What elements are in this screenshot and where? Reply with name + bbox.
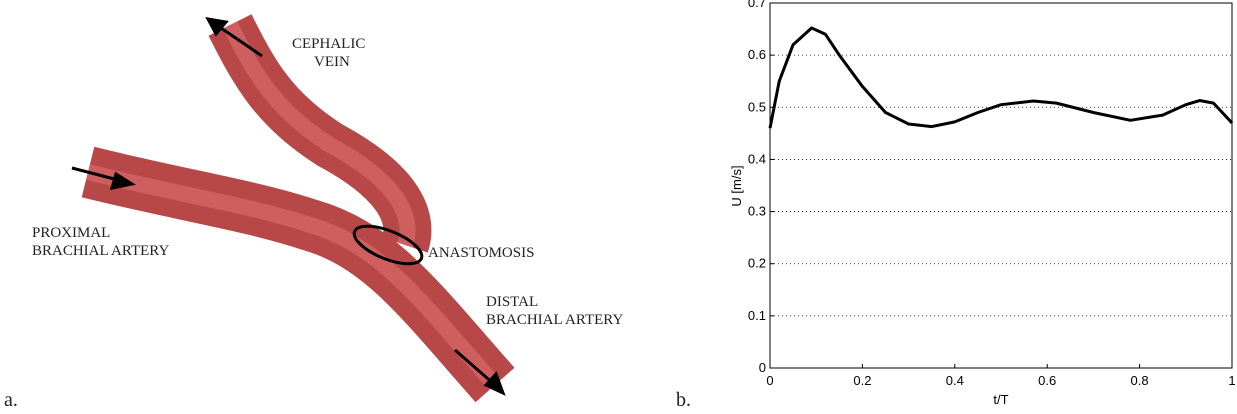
panel-label: b. (676, 389, 691, 411)
anastomosis-ring (352, 224, 424, 266)
flow-arrows (71, 17, 506, 396)
brachial-artery (81, 146, 515, 403)
x-tick-label: 0 (766, 373, 773, 388)
annotation: BRACHIAL ARTERY (486, 312, 623, 328)
plot-frame (769, 2, 1233, 369)
x-tick-label: 0.8 (1131, 373, 1149, 388)
vein-highlight (222, 21, 416, 248)
y-tick-label: 0.3 (748, 204, 766, 219)
data-line (768, 26, 1234, 129)
panel-label: a. (4, 389, 18, 411)
y-axis-label: U [m/s] (729, 165, 744, 206)
y-tick-label: 0.4 (748, 151, 766, 166)
y-tick-label: 0.7 (748, 0, 766, 10)
y-tick-label: 0.2 (748, 256, 766, 271)
annotation: DISTAL (486, 294, 538, 310)
x-axis-label: t/T (993, 392, 1008, 407)
artery-highlight (86, 164, 501, 391)
x-tick-label: 0.2 (853, 373, 871, 388)
annotation: BRACHIAL ARTERY (32, 243, 169, 259)
x-tick-label: 0.6 (1038, 373, 1056, 388)
annotation: ANASTOMOSIS (428, 245, 534, 261)
y-tick-label: 0.5 (748, 99, 766, 114)
annotation: VEIN (314, 54, 350, 70)
x-tick-label: 1 (1228, 373, 1235, 388)
y-tick-label: 0.1 (748, 308, 766, 323)
annotation: PROXIMAL (32, 225, 110, 241)
annotation: CEPHALIC (292, 36, 365, 52)
x-tick-label: 0.4 (946, 373, 964, 388)
annotations: CEPHALIC VEIN PROXIMAL BRACHIAL ARTERY ANAST… (32, 36, 623, 328)
vessel-render (71, 14, 515, 403)
y-tick-label: 0 (759, 360, 766, 375)
y-tick-label: 0.6 (748, 47, 766, 62)
